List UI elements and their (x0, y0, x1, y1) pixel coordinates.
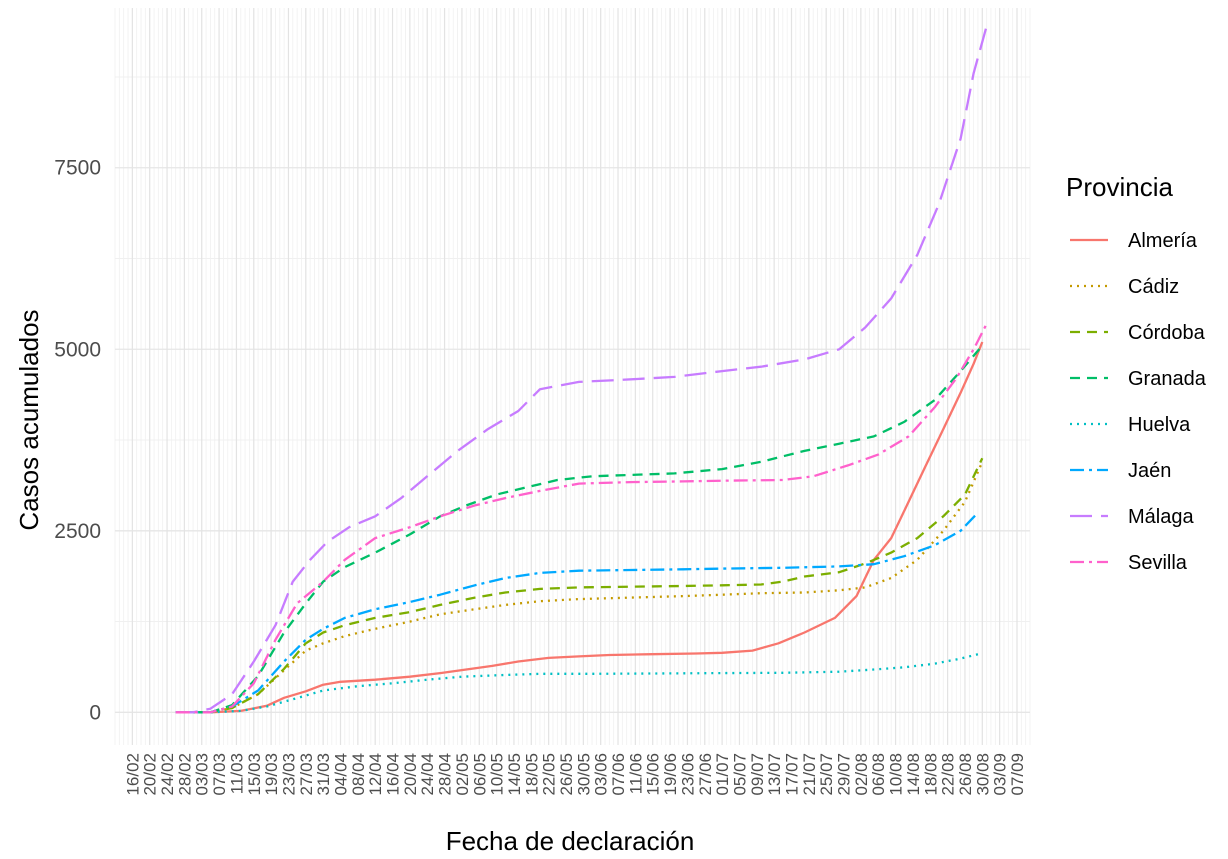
x-tick-label: 30/08 (973, 753, 992, 796)
legend-label: Cádiz (1128, 276, 1179, 298)
x-tick-label: 19/03 (262, 753, 281, 796)
x-tick-label: 11/03 (227, 753, 246, 794)
x-tick-label: 19/06 (661, 753, 680, 796)
series-line (175, 461, 984, 714)
x-tick-label: 25/07 (817, 753, 836, 796)
minor-gridlines (114, 8, 1031, 745)
series-line (175, 653, 979, 714)
x-tick-label: 20/02 (141, 753, 160, 796)
legend: Provincia Almería Cádiz Córdoba Granada Huel… (1066, 172, 1207, 574)
y-axis-title: Casos acumulados (14, 309, 44, 530)
x-tick-label: 11/06 (626, 753, 645, 794)
x-tick-label: 12/04 (366, 753, 385, 796)
x-tick-label: 15/06 (644, 753, 663, 796)
series-line (175, 511, 979, 714)
x-tick-label: 20/04 (401, 753, 420, 796)
y-tick-label: 5000 (54, 338, 101, 361)
x-tick-label: 17/07 (782, 753, 801, 796)
x-tick-label: 03/09 (991, 753, 1010, 796)
major-gridlines (115, 8, 1030, 745)
x-tick-label: 27/06 (696, 753, 715, 796)
x-tick-label: 23/03 (279, 753, 298, 796)
x-tick-label: 08/04 (349, 753, 368, 796)
x-tick-label: 14/08 (904, 753, 923, 796)
legend-label: Almería (1128, 230, 1198, 252)
x-tick-label: 28/04 (436, 753, 455, 796)
x-tick-label: 09/07 (748, 753, 767, 796)
x-tick-label: 27/03 (297, 753, 316, 796)
x-tick-label: 13/07 (765, 753, 784, 796)
series-line (175, 457, 984, 714)
series-lines (175, 25, 988, 714)
y-axis-tick-labels: 0 2500 5000 7500 (54, 157, 101, 725)
x-tick-label: 10/05 (488, 753, 507, 796)
x-tick-label: 02/08 (852, 753, 871, 796)
series-line (175, 341, 984, 714)
x-tick-label: 28/02 (175, 753, 194, 796)
x-tick-label: 07/06 (609, 753, 628, 796)
x-axis-title: Fecha de declaración (446, 826, 695, 856)
y-tick-label: 7500 (54, 157, 101, 180)
x-tick-label: 14/05 (505, 753, 524, 796)
x-tick-label: 31/03 (314, 753, 333, 796)
x-tick-label: 07/03 (210, 753, 229, 796)
legend-label: Jaén (1128, 460, 1171, 482)
x-tick-label: 06/05 (470, 753, 489, 796)
y-tick-label: 0 (89, 701, 101, 724)
series-line (175, 323, 988, 714)
legend-label: Málaga (1128, 506, 1194, 528)
x-tick-label: 02/05 (453, 753, 472, 796)
x-tick-label: 06/08 (869, 753, 888, 796)
legend-label: Sevilla (1128, 552, 1188, 574)
x-tick-label: 18/05 (522, 753, 541, 796)
x-tick-label: 22/05 (540, 753, 559, 796)
x-tick-label: 22/08 (939, 753, 958, 796)
x-tick-label: 04/04 (331, 753, 350, 796)
x-tick-label: 03/03 (193, 753, 212, 796)
x-tick-label: 21/07 (800, 753, 819, 796)
x-tick-label: 05/07 (730, 753, 749, 796)
x-tick-label: 26/08 (956, 753, 975, 796)
x-tick-label: 01/07 (713, 753, 732, 796)
series-line (175, 25, 988, 714)
legend-label: Granada (1128, 368, 1207, 390)
x-tick-label: 24/04 (418, 753, 437, 796)
x-tick-label: 29/07 (835, 753, 854, 796)
x-tick-label: 16/04 (384, 753, 403, 796)
x-tick-label: 23/06 (678, 753, 697, 796)
x-tick-label: 07/09 (1008, 753, 1027, 796)
x-axis-tick-labels: 16/0220/0224/0228/0203/0307/0311/0315/03… (123, 753, 1027, 796)
legend-label: Huelva (1128, 414, 1191, 436)
x-tick-label: 03/06 (592, 753, 611, 796)
y-tick-label: 2500 (54, 520, 101, 543)
x-tick-label: 24/02 (158, 753, 177, 796)
x-tick-label: 30/05 (574, 753, 593, 796)
legend-items: Almería Cádiz Córdoba Granada Huelva Jaén Mála… (1070, 230, 1207, 574)
x-tick-label: 16/02 (123, 753, 142, 796)
series-line (175, 344, 984, 714)
x-tick-label: 10/08 (887, 753, 906, 796)
x-tick-label: 26/05 (557, 753, 576, 796)
x-tick-label: 15/03 (245, 753, 264, 796)
legend-title: Provincia (1066, 172, 1173, 202)
x-tick-label: 18/08 (921, 753, 940, 796)
legend-label: Córdoba (1128, 322, 1206, 344)
